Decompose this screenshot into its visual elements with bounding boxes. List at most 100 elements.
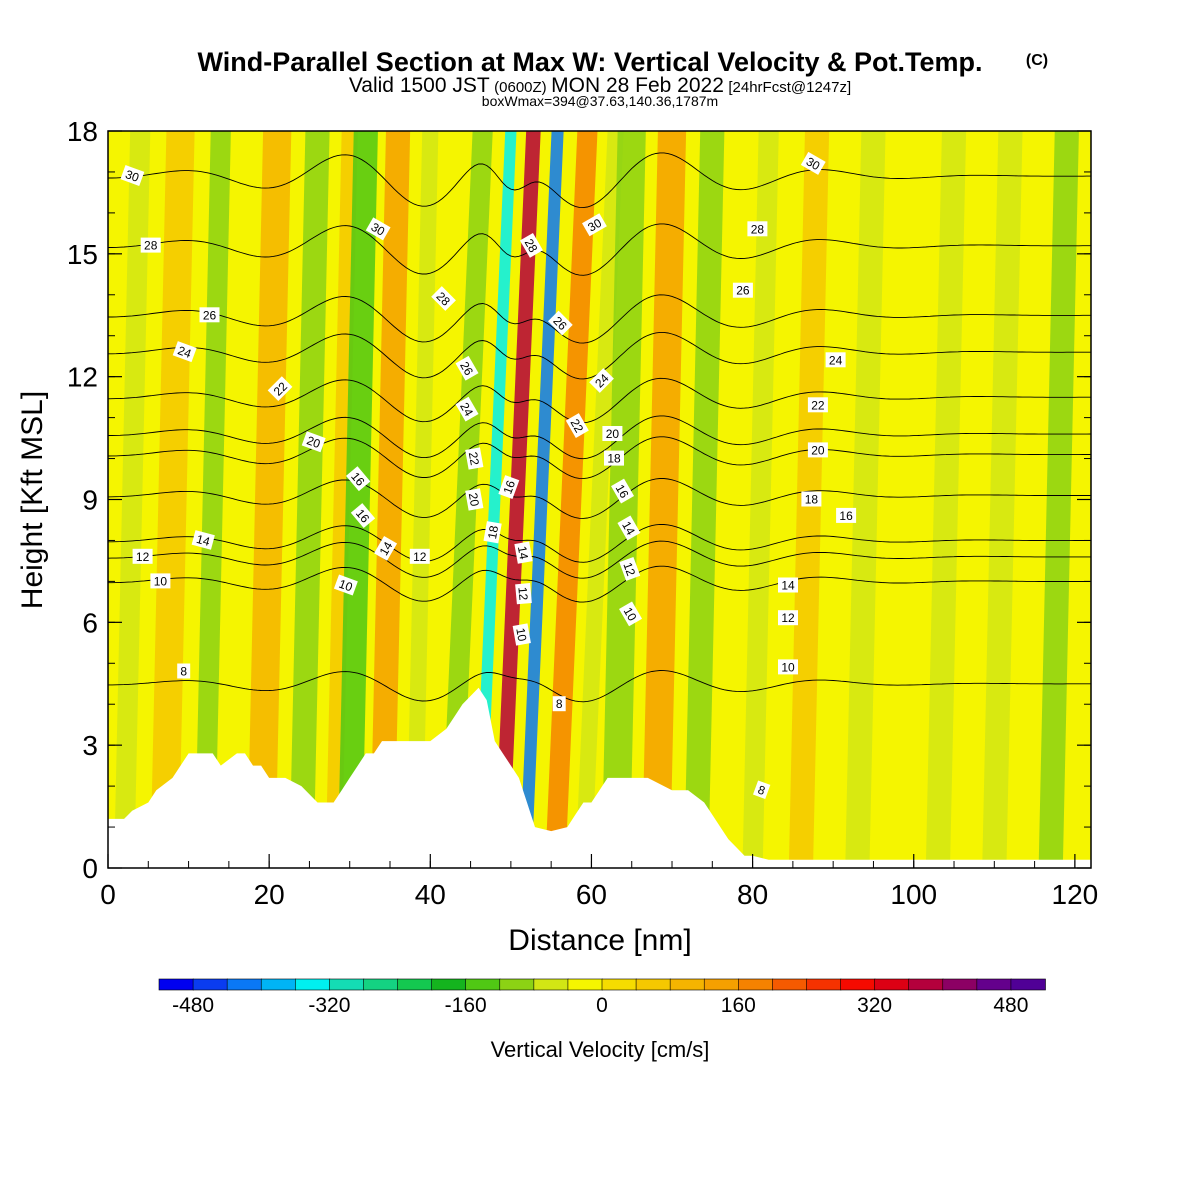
contour-label: 26 xyxy=(732,282,753,298)
contour-label-bg xyxy=(565,413,589,438)
theta-contour-20 xyxy=(108,415,1091,460)
contour-label: 22 xyxy=(807,397,828,413)
contour-label: 10 xyxy=(778,659,798,675)
colorbar-swatch xyxy=(295,978,331,991)
colorbar-swatch xyxy=(329,978,365,991)
y-tick-label: 18 xyxy=(67,116,98,147)
contour-label-bg xyxy=(732,282,753,298)
contour-label-text: 8 xyxy=(180,665,187,679)
contour-label-text: 30 xyxy=(804,154,823,173)
contour-label-text: 30 xyxy=(369,220,388,239)
colorbar-swatch xyxy=(874,978,910,991)
velocity-band xyxy=(845,131,886,868)
contour-label-text: 28 xyxy=(522,236,541,255)
contour-label: 24 xyxy=(589,368,614,393)
contour-label: 18 xyxy=(801,491,822,507)
contour-label-text: 10 xyxy=(513,627,529,643)
theta-contour-26 xyxy=(108,294,1091,344)
theta-contour-30 xyxy=(108,152,1091,209)
chart-subtitle: Valid 1500 JST (0600Z) MON 28 Feb 2022 [… xyxy=(349,74,851,97)
contour-label-text: 24 xyxy=(829,353,843,367)
velocity-band xyxy=(545,131,598,868)
contour-label-bg xyxy=(752,780,771,800)
contour-label-bg xyxy=(552,696,566,712)
contour-label-text: 12 xyxy=(620,560,638,578)
colorbar-tick-label: 0 xyxy=(596,994,608,1017)
contour-label-text: 20 xyxy=(606,427,620,441)
colorbar-swatch xyxy=(226,978,263,991)
contour-label-text: 12 xyxy=(136,550,150,564)
contour-label-bg xyxy=(747,221,768,237)
x-tick-label: 120 xyxy=(1052,879,1099,910)
velocity-band xyxy=(337,131,378,868)
contour-label-text: 14 xyxy=(195,532,212,549)
contour-label-bg xyxy=(514,541,533,564)
velocity-band xyxy=(519,131,564,868)
theta-contour-8 xyxy=(108,670,1091,703)
velocity-band xyxy=(641,131,687,868)
velocity-band xyxy=(684,131,725,868)
contour-label: 20 xyxy=(602,426,623,441)
colorbar-tick-label: 480 xyxy=(993,994,1028,1017)
contour-label-text: 20 xyxy=(466,492,482,508)
y-tick-label: 3 xyxy=(82,730,98,761)
colorbar-swatch xyxy=(533,978,569,991)
colorbar-swatch xyxy=(260,978,297,991)
contour-label: 12 xyxy=(778,610,798,626)
contour-label-bg xyxy=(301,431,326,453)
colorbar-swatch xyxy=(908,978,944,991)
contour-label-text: 20 xyxy=(811,443,825,457)
contour-label-bg xyxy=(498,475,520,499)
contour-label: 22 xyxy=(565,413,589,438)
contour-label: 26 xyxy=(199,307,220,323)
contour-label: 18 xyxy=(604,450,624,466)
contour-label-bg xyxy=(836,507,857,523)
colorbar-tick-label: 160 xyxy=(721,994,756,1017)
contour-label-text: 8 xyxy=(556,697,563,711)
contour-label-text: 10 xyxy=(621,605,640,624)
contour-label: 12 xyxy=(619,556,641,581)
contour-label-text: 24 xyxy=(176,343,194,361)
contour-label: 8 xyxy=(552,696,566,712)
theta-contour-28 xyxy=(108,223,1091,276)
contour-label: 12 xyxy=(409,548,430,564)
contour-label-text: 8 xyxy=(756,782,767,798)
contour-label-text: 10 xyxy=(337,577,355,595)
contour-label-text: 22 xyxy=(811,398,825,412)
y-tick-label: 9 xyxy=(82,485,98,516)
contour-label: 8 xyxy=(752,780,771,800)
contour-label-text: 26 xyxy=(457,359,476,378)
contour-label-text: 26 xyxy=(203,308,217,322)
y-tick-label: 15 xyxy=(67,239,98,270)
contour-label-text: 10 xyxy=(154,574,168,588)
contour-label-text: 12 xyxy=(781,611,795,625)
contour-label-text: 18 xyxy=(607,452,621,466)
contour-label-bg xyxy=(519,232,543,258)
velocity-band xyxy=(194,131,231,868)
contour-label-bg xyxy=(589,368,614,393)
contour-label: 10 xyxy=(512,623,531,646)
contour-label-text: 18 xyxy=(485,524,501,540)
x-tick-label: 60 xyxy=(576,879,607,910)
contour-label-bg xyxy=(177,663,191,679)
colorbar-title: Vertical Velocity [cm/s] xyxy=(491,1037,710,1062)
contour-label-bg xyxy=(455,355,479,381)
contour-label-bg xyxy=(807,442,828,458)
colorbar-swatch xyxy=(976,978,1012,991)
colorbar-swatch xyxy=(772,978,808,991)
colorbar-swatch xyxy=(567,978,603,991)
contour-label-text: 28 xyxy=(144,239,158,253)
colorbar xyxy=(158,978,1046,991)
contour-label-bg xyxy=(619,556,641,581)
contour-label: 28 xyxy=(431,286,456,311)
velocity-band xyxy=(742,131,779,868)
contour-label-text: 22 xyxy=(567,417,586,436)
contour-label-bg xyxy=(465,447,484,470)
contour-label-text: 10 xyxy=(781,660,795,674)
contour-label-text: 16 xyxy=(500,478,518,496)
velocity-band xyxy=(246,131,292,868)
x-tick-label: 100 xyxy=(890,879,937,910)
contour-label: 22 xyxy=(267,376,293,402)
colorbar-tick-label: -320 xyxy=(308,994,350,1017)
